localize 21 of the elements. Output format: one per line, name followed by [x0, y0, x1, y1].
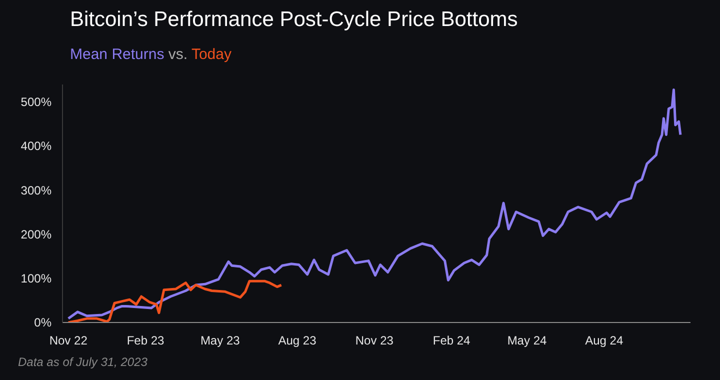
- line-series: [67, 88, 682, 320]
- y-tick-label: 300%: [20, 183, 52, 198]
- chart-subtitle: vs.: [168, 46, 188, 63]
- x-tick-label: Aug 24: [585, 334, 624, 348]
- y-tick-label: 200%: [20, 227, 52, 242]
- x-tick-label: Nov 22: [49, 334, 88, 348]
- x-tick-label: Feb 23: [126, 334, 165, 348]
- y-tick-label: 0%: [34, 316, 52, 330]
- text: Data as of July 31, 2023: [18, 355, 148, 369]
- text: Today: [191, 46, 232, 63]
- x-tick-label: May 23: [200, 334, 240, 348]
- x-tick-label: Aug 23: [278, 334, 317, 348]
- text: Mean Returns: [70, 46, 164, 63]
- y-tick-label: 500%: [20, 95, 52, 110]
- x-tick-label: Feb 24: [432, 334, 471, 348]
- y-tick-label: 100%: [20, 271, 52, 286]
- chart-title: Bitcoin’s Performance Post-Cycle Price Bottoms: [70, 7, 518, 33]
- y-tick-label: 400%: [20, 139, 52, 154]
- x-tick-label: May 24: [507, 334, 548, 348]
- x-tick-label: Nov 23: [355, 334, 394, 348]
- line-series: [67, 280, 283, 322]
